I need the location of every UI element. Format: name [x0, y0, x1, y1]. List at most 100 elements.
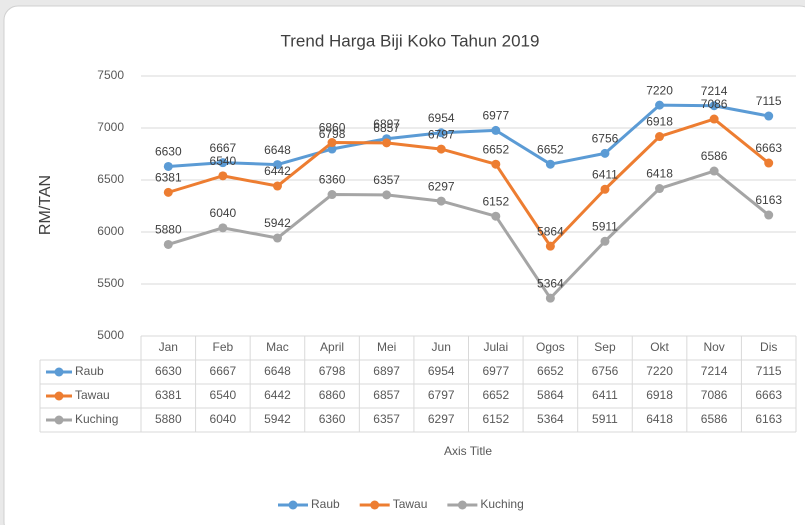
data-label: 6756	[592, 132, 619, 146]
data-label: 6163	[755, 193, 782, 207]
data-point	[764, 210, 774, 220]
data-label: 6586	[701, 149, 728, 163]
data-point	[655, 100, 665, 110]
data-label: 6798	[319, 127, 346, 141]
data-point	[218, 171, 228, 181]
table-cell: 6297	[428, 412, 455, 426]
table-cell: 6357	[373, 412, 400, 426]
table-cell: 6663	[755, 388, 782, 402]
data-point	[163, 161, 173, 171]
data-label: 5364	[537, 276, 564, 290]
table-cell: 6586	[701, 412, 728, 426]
data-label: 6797	[428, 127, 455, 141]
data-point	[709, 166, 719, 176]
data-label: 6630	[155, 145, 182, 159]
x-tick-label: Jun	[432, 340, 451, 354]
data-point	[272, 160, 282, 170]
table-cell: 5864	[537, 388, 564, 402]
data-label: 6860	[319, 121, 346, 135]
data-point	[600, 184, 610, 194]
table-cell: 6954	[428, 364, 455, 378]
table-cell: 6040	[210, 412, 237, 426]
data-label: 6897	[373, 117, 400, 131]
data-label: 5911	[592, 219, 618, 233]
chart-title: Trend Harga Biji Koko Tahun 2019	[281, 31, 540, 50]
chart-card	[3, 5, 805, 525]
data-label: 6040	[210, 206, 237, 220]
data-point	[764, 158, 774, 168]
table-cell: 6918	[646, 388, 673, 402]
x-tick-label: Jan	[159, 340, 178, 354]
data-label: 7214	[701, 84, 728, 98]
data-label: 6360	[319, 173, 346, 187]
data-point	[382, 190, 392, 200]
series-line	[167, 117, 770, 248]
data-label: 6954	[428, 111, 455, 125]
data-label: 6667	[210, 141, 237, 155]
table-cell: 6667	[210, 364, 237, 378]
y-tick-label: 7000	[97, 120, 124, 134]
data-point	[545, 241, 555, 251]
y-tick-label: 5000	[97, 328, 124, 342]
table-legend-marker	[54, 415, 64, 425]
data-label: 6442	[264, 164, 291, 178]
x-axis-label: Axis Title	[444, 444, 492, 458]
legend-label: Kuching	[480, 497, 523, 511]
data-point	[272, 181, 282, 191]
table-series-name: Tawau	[75, 388, 110, 402]
data-label: 6381	[155, 171, 182, 185]
data-label: 6652	[537, 142, 564, 156]
data-label: 6918	[646, 115, 673, 129]
data-label: 5942	[264, 216, 291, 230]
legend-label: Raub	[311, 497, 340, 511]
table-cell: 6152	[482, 412, 509, 426]
data-label: 6152	[482, 194, 509, 208]
data-point	[436, 128, 446, 138]
table-cell: 7220	[646, 364, 673, 378]
data-point	[163, 187, 173, 197]
x-tick-label: Nov	[703, 340, 724, 354]
x-tick-label: April	[320, 340, 344, 354]
table-cell: 6630	[155, 364, 182, 378]
data-label: 6652	[482, 142, 509, 156]
data-label: 6411	[592, 167, 618, 181]
data-label: 7220	[646, 83, 673, 97]
x-tick-label: Feb	[213, 340, 234, 354]
y-tick-label: 7500	[97, 68, 124, 82]
table-cell: 5911	[592, 412, 618, 426]
series-line	[167, 169, 770, 300]
data-point	[600, 148, 610, 158]
table-cell: 5880	[155, 412, 182, 426]
data-label: 7086	[701, 97, 728, 111]
table-cell: 6540	[210, 388, 237, 402]
table-cell: 6163	[755, 412, 782, 426]
y-tick-label: 6000	[97, 224, 124, 238]
data-label: 6857	[373, 121, 400, 135]
table-cell: 6648	[264, 364, 291, 378]
table-cell: 6652	[537, 364, 564, 378]
table-cell: 6797	[428, 388, 455, 402]
data-label: 5880	[155, 223, 182, 237]
data-point	[709, 101, 719, 111]
x-tick-label: Mei	[377, 340, 396, 354]
data-point	[545, 293, 555, 303]
table-cell: 5364	[537, 412, 564, 426]
legend-label: Tawau	[393, 497, 428, 511]
x-tick-label: Dis	[760, 340, 777, 354]
data-point	[436, 144, 446, 154]
data-point	[491, 211, 501, 221]
x-tick-label: Ogos	[536, 340, 565, 354]
table-cell: 6652	[482, 388, 509, 402]
data-label: 5864	[537, 224, 564, 238]
data-point	[545, 159, 555, 169]
table-cell: 6798	[319, 364, 346, 378]
data-point	[491, 125, 501, 135]
legend-marker	[288, 500, 298, 510]
x-tick-label: Julai	[483, 340, 508, 354]
table-cell: 7115	[756, 364, 782, 378]
table-cell: 6977	[482, 364, 509, 378]
x-tick-label: Mac	[266, 340, 289, 354]
data-label: 7115	[756, 94, 782, 108]
table-cell: 7086	[701, 388, 728, 402]
